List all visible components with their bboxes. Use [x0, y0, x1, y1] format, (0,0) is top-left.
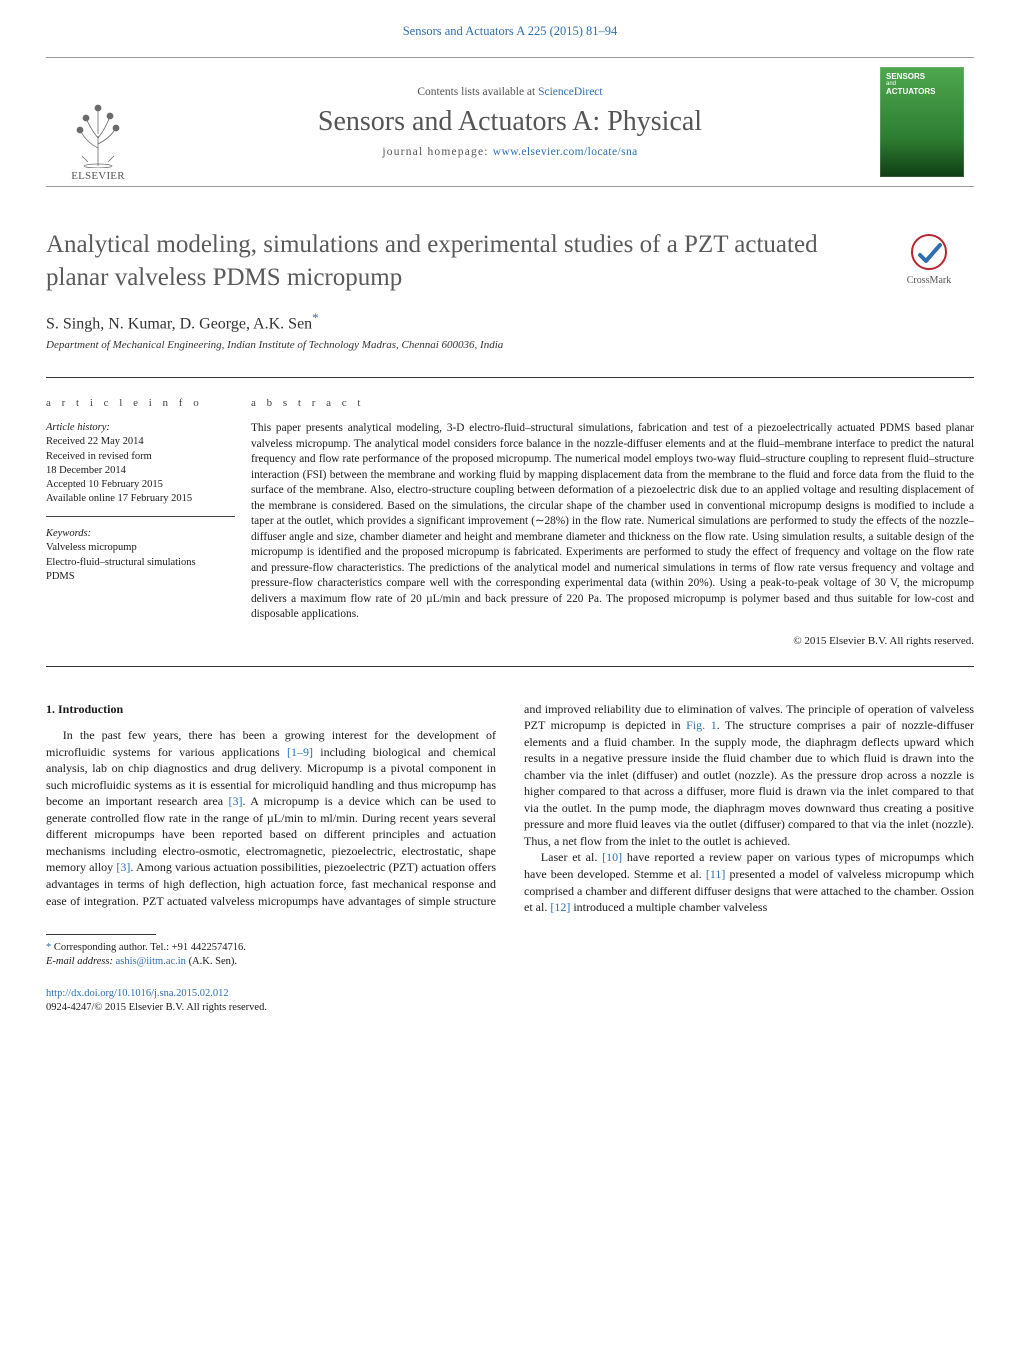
email-footnote: E-mail address: ashis@iitm.ac.in (A.K. S… [46, 955, 974, 969]
journal-cover-icon: SENSORS and ACTUATORS [880, 67, 964, 177]
corresponding-footnote: * Corresponding author. Tel.: +91 442257… [46, 941, 974, 955]
abstract-column: a b s t r a c t This paper presents anal… [251, 378, 974, 665]
footnote-marker: * [46, 942, 51, 953]
journal-citation: Sensors and Actuators A 225 (2015) 81–94 [46, 24, 974, 39]
email-link[interactable]: ashis@iitm.ac.in [116, 956, 186, 967]
article-meta-block: a r t i c l e i n f o Article history: R… [46, 377, 974, 666]
article-info-column: a r t i c l e i n f o Article history: R… [46, 378, 251, 665]
publisher-name: ELSEVIER [71, 170, 125, 182]
body-run: introduced a multiple chamber valveless [570, 900, 767, 914]
footnotes: * Corresponding author. Tel.: +91 442257… [46, 941, 974, 969]
authors-text: S. Singh, N. Kumar, D. George, A.K. Sen [46, 315, 312, 332]
masthead-center: Contents lists available at ScienceDirec… [150, 58, 870, 186]
figure-link[interactable]: Fig. 1 [686, 718, 717, 732]
corresponding-text: Corresponding author. Tel.: +91 44225747… [54, 942, 246, 953]
history-revised-l2: 18 December 2014 [46, 464, 235, 478]
article-history: Article history: Received 22 May 2014 Re… [46, 421, 235, 517]
history-online: Available online 17 February 2015 [46, 492, 235, 506]
citation-link[interactable]: [3] [116, 860, 130, 874]
email-person: (A.K. Sen). [186, 956, 237, 967]
footnote-separator [46, 934, 156, 935]
body-paragraph: Laser et al. [10] have reported a review… [524, 849, 974, 915]
body-run: Laser et al. [541, 850, 602, 864]
cover-label-l2: ACTUATORS [886, 88, 958, 96]
publisher-logo-box: ELSEVIER [46, 58, 150, 186]
article-info-heading: a r t i c l e i n f o [46, 396, 235, 411]
citation-link[interactable]: [11] [706, 867, 726, 881]
affiliation: Department of Mechanical Engineering, In… [46, 339, 974, 351]
elsevier-tree-icon [68, 98, 128, 168]
doi-block: http://dx.doi.org/10.1016/j.sna.2015.02.… [46, 987, 974, 1015]
homepage-link[interactable]: www.elsevier.com/locate/sna [493, 146, 638, 158]
journal-cover-box: SENSORS and ACTUATORS [870, 58, 974, 186]
keyword-item: Electro-fluid–structural simulations [46, 556, 235, 570]
keyword-item: Valveless micropump [46, 541, 235, 555]
history-revised-l1: Received in revised form [46, 450, 235, 464]
journal-title: Sensors and Actuators A: Physical [318, 106, 702, 138]
body-text: 1. Introduction In the past few years, t… [46, 701, 974, 916]
section-heading-introduction: 1. Introduction [46, 701, 496, 718]
history-received: Received 22 May 2014 [46, 435, 235, 449]
homepage-prefix: journal homepage: [382, 146, 492, 158]
keywords-label: Keywords: [46, 527, 235, 541]
citation-link[interactable]: [1–9] [287, 745, 313, 759]
citation-link[interactable]: [12] [550, 900, 570, 914]
corresponding-marker: * [312, 310, 319, 325]
body-run: . The structure comprises a pair of nozz… [524, 718, 974, 848]
contents-prefix: Contents lists available at [417, 86, 538, 98]
article-title: Analytical modeling, simulations and exp… [46, 229, 884, 294]
sciencedirect-link[interactable]: ScienceDirect [538, 86, 603, 98]
issn-line: 0924-4247/© 2015 Elsevier B.V. All right… [46, 1001, 974, 1015]
email-label: E-mail address: [46, 956, 116, 967]
homepage-line: journal homepage: www.elsevier.com/locat… [382, 146, 637, 158]
abstract-copyright: © 2015 Elsevier B.V. All rights reserved… [251, 634, 974, 649]
crossmark-badge[interactable]: CrossMark [884, 233, 974, 286]
doi-link[interactable]: http://dx.doi.org/10.1016/j.sna.2015.02.… [46, 988, 229, 999]
author-list: S. Singh, N. Kumar, D. George, A.K. Sen* [46, 310, 974, 333]
abstract-heading: a b s t r a c t [251, 396, 974, 411]
crossmark-icon [910, 233, 948, 271]
keywords-block: Keywords: Valveless micropump Electro-fl… [46, 527, 235, 590]
history-accepted: Accepted 10 February 2015 [46, 478, 235, 492]
keyword-item: PDMS [46, 570, 235, 584]
journal-masthead: ELSEVIER Contents lists available at Sci… [46, 57, 974, 187]
contents-line: Contents lists available at ScienceDirec… [417, 86, 602, 98]
cover-label-l1: SENSORS [886, 73, 958, 81]
citation-link[interactable]: [3] [229, 794, 243, 808]
citation-link[interactable]: [10] [602, 850, 622, 864]
history-label: Article history: [46, 421, 235, 435]
article-title-row: Analytical modeling, simulations and exp… [46, 229, 974, 294]
crossmark-label: CrossMark [907, 275, 951, 286]
abstract-text: This paper presents analytical modeling,… [251, 421, 974, 622]
